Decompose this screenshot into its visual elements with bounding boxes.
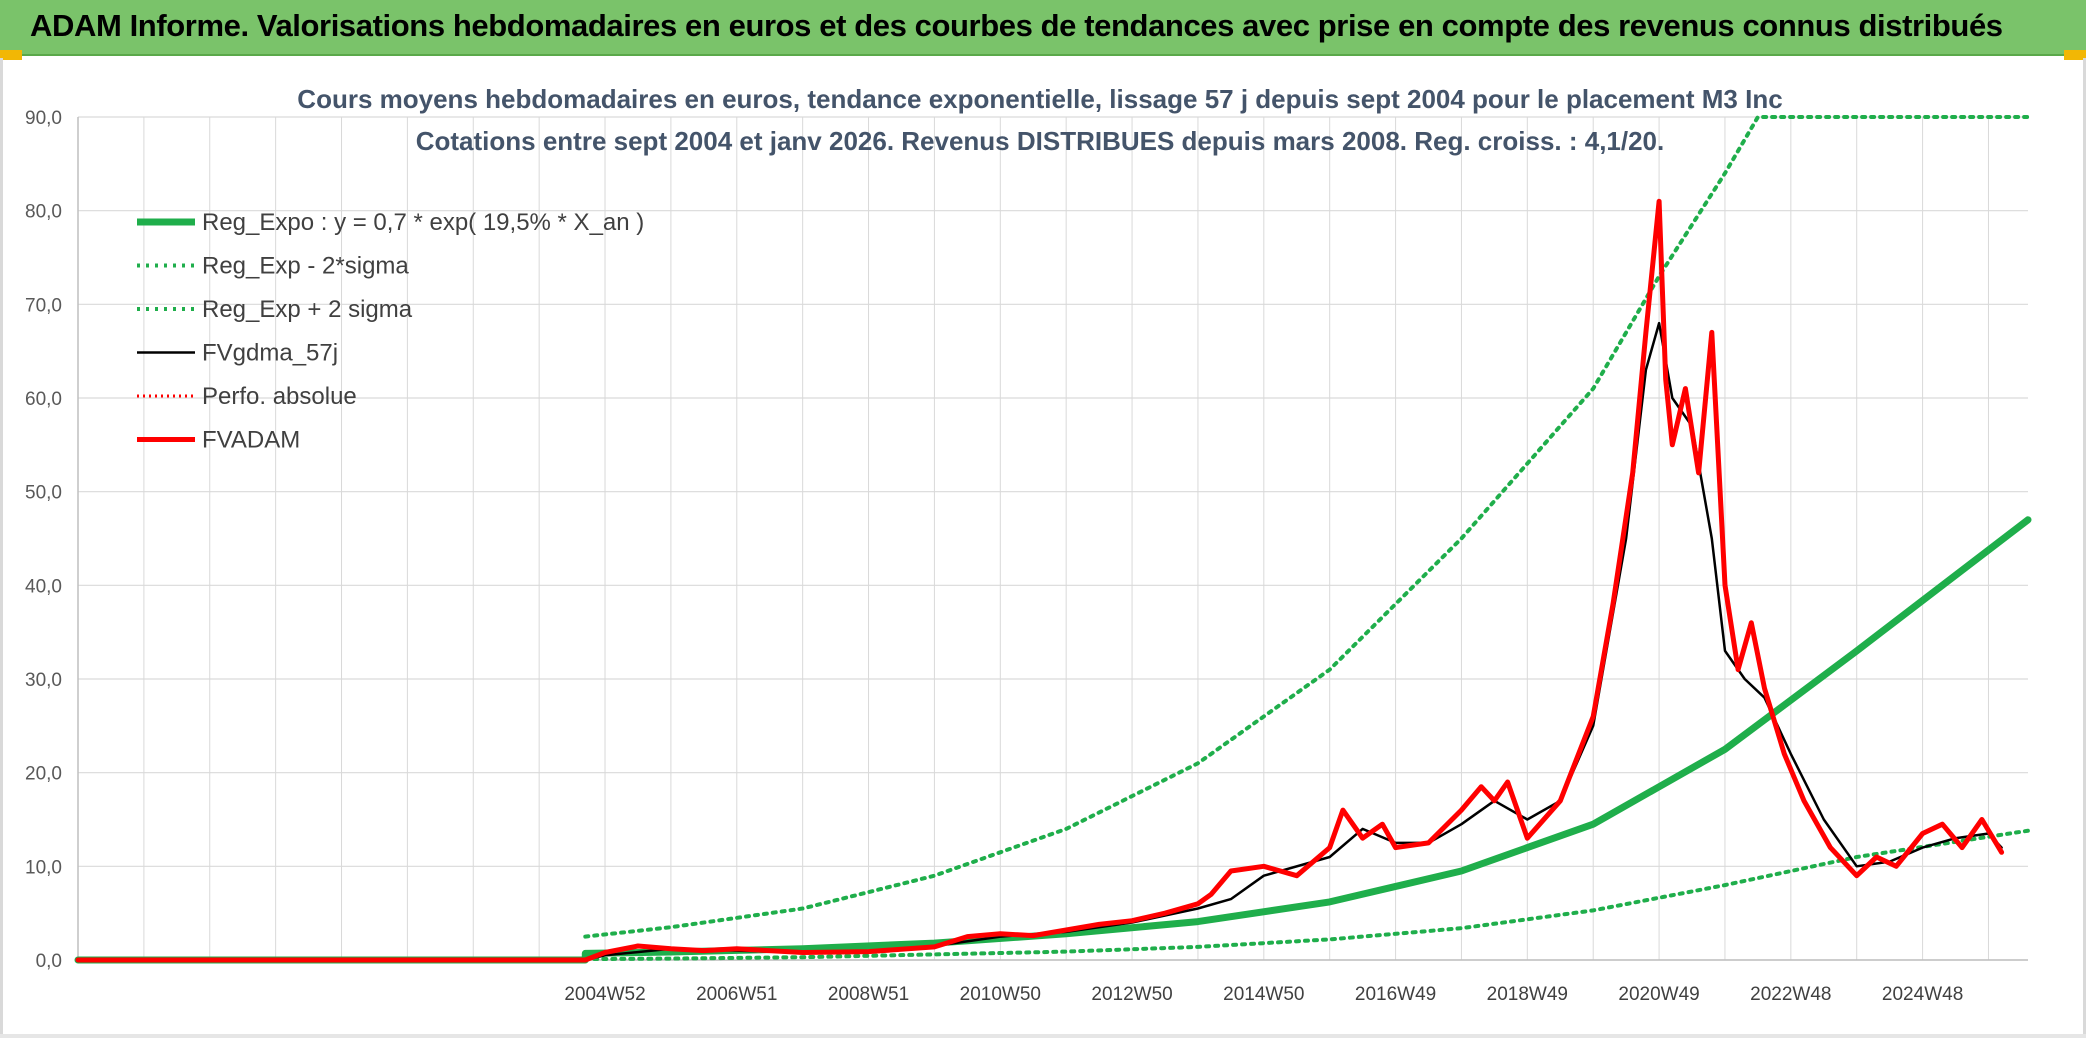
y-tick-label: 80,0	[25, 202, 62, 223]
x-tick-label: 2016W49	[1355, 984, 1436, 1005]
y-tick-label: 10,0	[25, 857, 62, 878]
legend-label: Reg_Expo : y = 0,7 * exp( 19,5% * X_an )	[202, 209, 644, 236]
series-line	[583, 115, 2030, 939]
chart-frame	[0, 58, 2086, 1038]
axis-labels: 0,0 10,0 20,0 30,0 40,0 50,0 60,0 70,0 80,0 90,0 2…	[25, 108, 1963, 1005]
series-layer	[74, 115, 2032, 964]
report-title: ADAM Informe. Valorisations hebdomadaire…	[30, 8, 2003, 43]
x-tick-label: 2010W50	[960, 984, 1041, 1005]
y-tick-label: 70,0	[25, 295, 62, 316]
y-tick-label: 50,0	[25, 483, 62, 504]
x-tick-label: 2006W51	[696, 984, 777, 1005]
x-tick-label: 2004W52	[564, 984, 645, 1005]
x-tick-label: 2020W49	[1618, 984, 1699, 1005]
bottom-bar	[0, 1034, 2086, 1038]
x-tick-label: 2012W50	[1091, 984, 1172, 1005]
series-line	[76, 321, 2003, 962]
chart-title-line: Cotations entre sept 2004 et janv 2026. …	[416, 126, 1665, 156]
y-tick-label: 20,0	[25, 764, 62, 785]
series-line	[75, 198, 2005, 963]
chart-title: Cours moyens hebdomadaires en euros, ten…	[297, 84, 1782, 156]
report-banner: ADAM Informe. Valorisations hebdomadaire…	[0, 0, 2086, 56]
x-tick-label: 2008W51	[828, 984, 909, 1005]
legend: Reg_Expo : y = 0,7 * exp( 19,5% * X_an )…	[137, 209, 644, 454]
x-tick-label: 2024W48	[1882, 984, 1963, 1005]
legend-label: Reg_Exp - 2*sigma	[202, 253, 409, 280]
chart-title-line: Cours moyens hebdomadaires en euros, ten…	[297, 84, 1782, 114]
legend-label: FVADAM	[202, 427, 300, 454]
y-tick-label: 40,0	[25, 576, 62, 597]
legend-label: Reg_Exp + 2 sigma	[202, 296, 413, 323]
y-tick-label: 0,0	[36, 951, 62, 972]
x-tick-label: 2014W50	[1223, 984, 1304, 1005]
corner-accent-left	[0, 50, 22, 60]
legend-label: Perfo. absolue	[202, 383, 357, 410]
corner-accent-right	[2064, 50, 2086, 60]
y-tick-label: 90,0	[25, 108, 62, 129]
y-tick-label: 30,0	[25, 670, 62, 691]
x-tick-label: 2018W49	[1487, 984, 1568, 1005]
series-line	[583, 828, 2030, 962]
legend-label: FVgdma_57j	[202, 340, 338, 367]
x-tick-label: 2022W48	[1750, 984, 1831, 1005]
y-tick-label: 60,0	[25, 389, 62, 410]
